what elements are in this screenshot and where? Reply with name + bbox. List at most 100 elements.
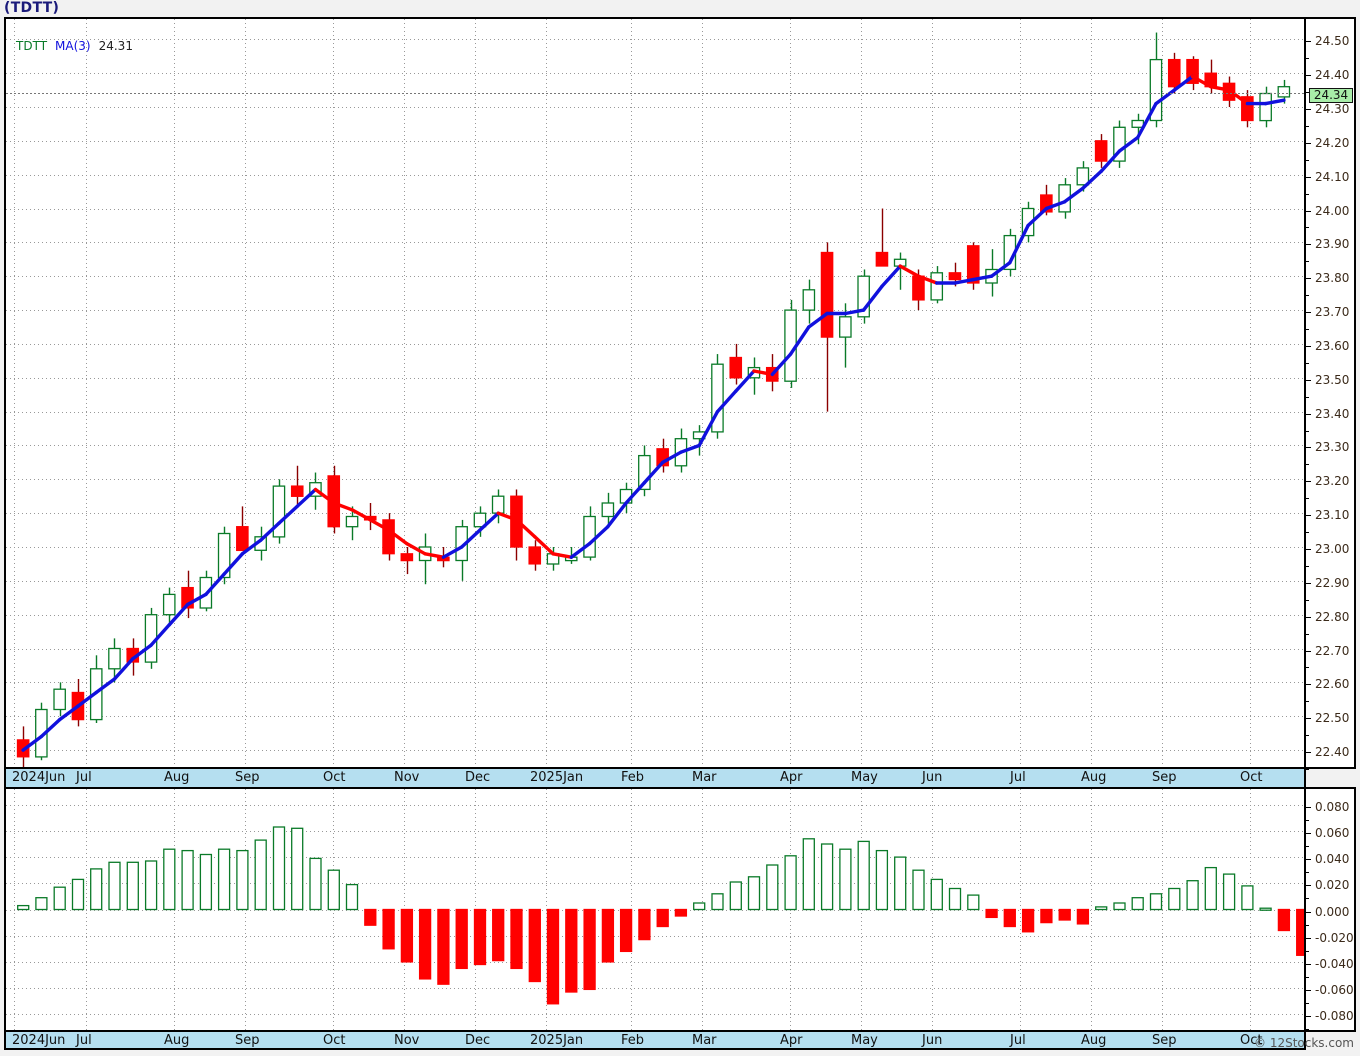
price-tick-minor (1306, 58, 1309, 60)
date-axis-label: Jul (76, 1033, 92, 1048)
macd-plot (6, 789, 1304, 1030)
price-tick-label: 23.10 (1315, 508, 1350, 523)
price-plot (6, 19, 1304, 767)
price-tick-mark (1306, 41, 1311, 43)
price-tick-minor (1306, 430, 1309, 432)
macd-tick-minor (1306, 1003, 1309, 1005)
price-tick-mark (1306, 244, 1311, 246)
price-tick-label: 24.30 (1315, 102, 1350, 116)
macd-tick-mark (1306, 832, 1311, 834)
macd-tick-minor (1306, 976, 1309, 978)
date-axis-label: Sep (235, 1033, 260, 1048)
price-tick-mark (1306, 75, 1311, 77)
price-tick-minor (1306, 396, 1309, 398)
price-tick-minor (1306, 227, 1309, 229)
price-tick-label: 23.20 (1315, 474, 1350, 489)
price-y-axis: 24.50 24.40 24.30 24.20 24.10 24.00 23.90 23.80… (1306, 17, 1356, 770)
date-axis-label: Aug (164, 1033, 190, 1048)
price-tick-mark (1306, 684, 1311, 686)
date-axis-label: Mar (692, 770, 717, 785)
macd-tick-label: 0.000 (1315, 904, 1350, 919)
macd-tick-label: -0.080 (1315, 1009, 1354, 1024)
price-tick-minor (1306, 159, 1309, 161)
date-axis-label: Sep (235, 770, 260, 785)
macd-tick-mark (1306, 1016, 1311, 1018)
date-axis-label: Aug (1081, 1033, 1107, 1048)
date-axis-label: Nov (394, 1033, 420, 1048)
date-axis-label: Oct (323, 1033, 346, 1048)
chart-title: (TDTT) (4, 0, 60, 16)
legend-ma-label: MA(3) (55, 39, 91, 53)
price-tick-label: 23.80 (1315, 271, 1350, 286)
price-tick-label: 23.00 (1315, 542, 1350, 556)
macd-tick-label: 0.060 (1315, 825, 1350, 840)
date-axis-label: 2024Jun (12, 1033, 66, 1048)
macd-tick-label: 0.040 (1315, 852, 1350, 867)
date-axis-label: Oct (323, 770, 346, 785)
macd-tick-minor (1306, 872, 1309, 874)
price-chart-panel[interactable]: TDTT MA(3) 24.31 (4, 17, 1306, 769)
macd-tick-minor (1306, 924, 1309, 926)
date-axis-label: Mar (692, 1033, 717, 1048)
price-tick-minor (1306, 295, 1309, 297)
price-tick-label: 23.60 (1315, 338, 1350, 353)
price-tick-label: 23.90 (1315, 237, 1350, 252)
watermark: © 12Stocks.com (1254, 1036, 1354, 1050)
price-tick-mark (1306, 379, 1311, 381)
price-tick-label: 24.40 (1315, 68, 1350, 83)
price-tick-mark (1306, 312, 1311, 314)
price-tick-minor (1306, 532, 1309, 534)
macd-tick-label: -0.060 (1315, 983, 1354, 998)
legend-ma-value: 24.31 (98, 39, 133, 53)
macd-tick-label: 0.020 (1315, 878, 1350, 893)
date-axis-label: Jul (1010, 770, 1026, 785)
price-tick-label: 22.40 (1315, 745, 1350, 760)
date-axis-label: Feb (621, 770, 645, 785)
macd-chart-panel[interactable]: MACD(26,12,9)MACD:-0.056 (4, 787, 1306, 1032)
price-tick-mark (1306, 515, 1311, 517)
price-tick-mark (1306, 413, 1311, 415)
price-tick-minor (1306, 261, 1309, 263)
date-axis-label: Dec (465, 770, 491, 785)
price-tick-mark (1306, 278, 1311, 280)
date-axis-top: 2024Jun Jul Aug Sep Oct Nov Dec 2025Jan Feb Mar Ap… (4, 769, 1306, 787)
price-tick-label: 23.70 (1315, 305, 1350, 320)
price-tick-mark (1306, 176, 1311, 178)
macd-y-axis: 0.080 0.060 0.040 0.020 0.000 -0.020 -0.040 -0.… (1306, 787, 1356, 1032)
price-tick-mark (1306, 210, 1311, 212)
price-legend: TDTT MA(3) 24.31 (16, 39, 133, 53)
price-tick-minor (1306, 599, 1309, 601)
price-tick-minor (1306, 701, 1309, 703)
macd-tick-minor (1306, 950, 1309, 952)
date-axis-label: May (851, 1033, 878, 1048)
date-axis-label: Dec (465, 1033, 491, 1048)
date-axis-label: Jul (1010, 1033, 1026, 1048)
date-axis-label: 2025Jan (530, 1033, 584, 1048)
legend-symbol: TDTT (16, 39, 48, 53)
price-tick-mark (1306, 549, 1311, 550)
price-tick-mark (1306, 447, 1311, 449)
date-axis-label: Feb (621, 1033, 645, 1048)
macd-tick-mark (1306, 990, 1311, 992)
price-tick-label: 22.70 (1315, 643, 1350, 658)
macd-tick-minor (1306, 846, 1309, 847)
macd-tick-mark (1306, 937, 1311, 939)
price-tick-label: 23.30 (1315, 440, 1350, 455)
price-tick-mark (1306, 650, 1311, 652)
price-tick-label: 24.20 (1315, 135, 1350, 150)
macd-tick-minor (1306, 1029, 1309, 1031)
date-axis-label: Jul (76, 770, 92, 785)
price-tick-label: 22.90 (1315, 575, 1350, 590)
macd-tick-minor (1306, 898, 1309, 900)
date-axis-label: 2024Jun (12, 770, 66, 785)
price-tick-label: 24.10 (1315, 169, 1350, 184)
price-tick-minor (1306, 125, 1309, 127)
price-tick-mark (1306, 481, 1311, 483)
date-axis-label: 2025Jan (530, 770, 584, 785)
price-tick-label: 23.40 (1315, 406, 1350, 421)
price-tick-label: 22.60 (1315, 677, 1350, 692)
date-axis-label: Sep (1152, 1033, 1177, 1048)
price-tick-label: 22.50 (1315, 711, 1350, 726)
date-axis-label: Jun (922, 1033, 943, 1048)
